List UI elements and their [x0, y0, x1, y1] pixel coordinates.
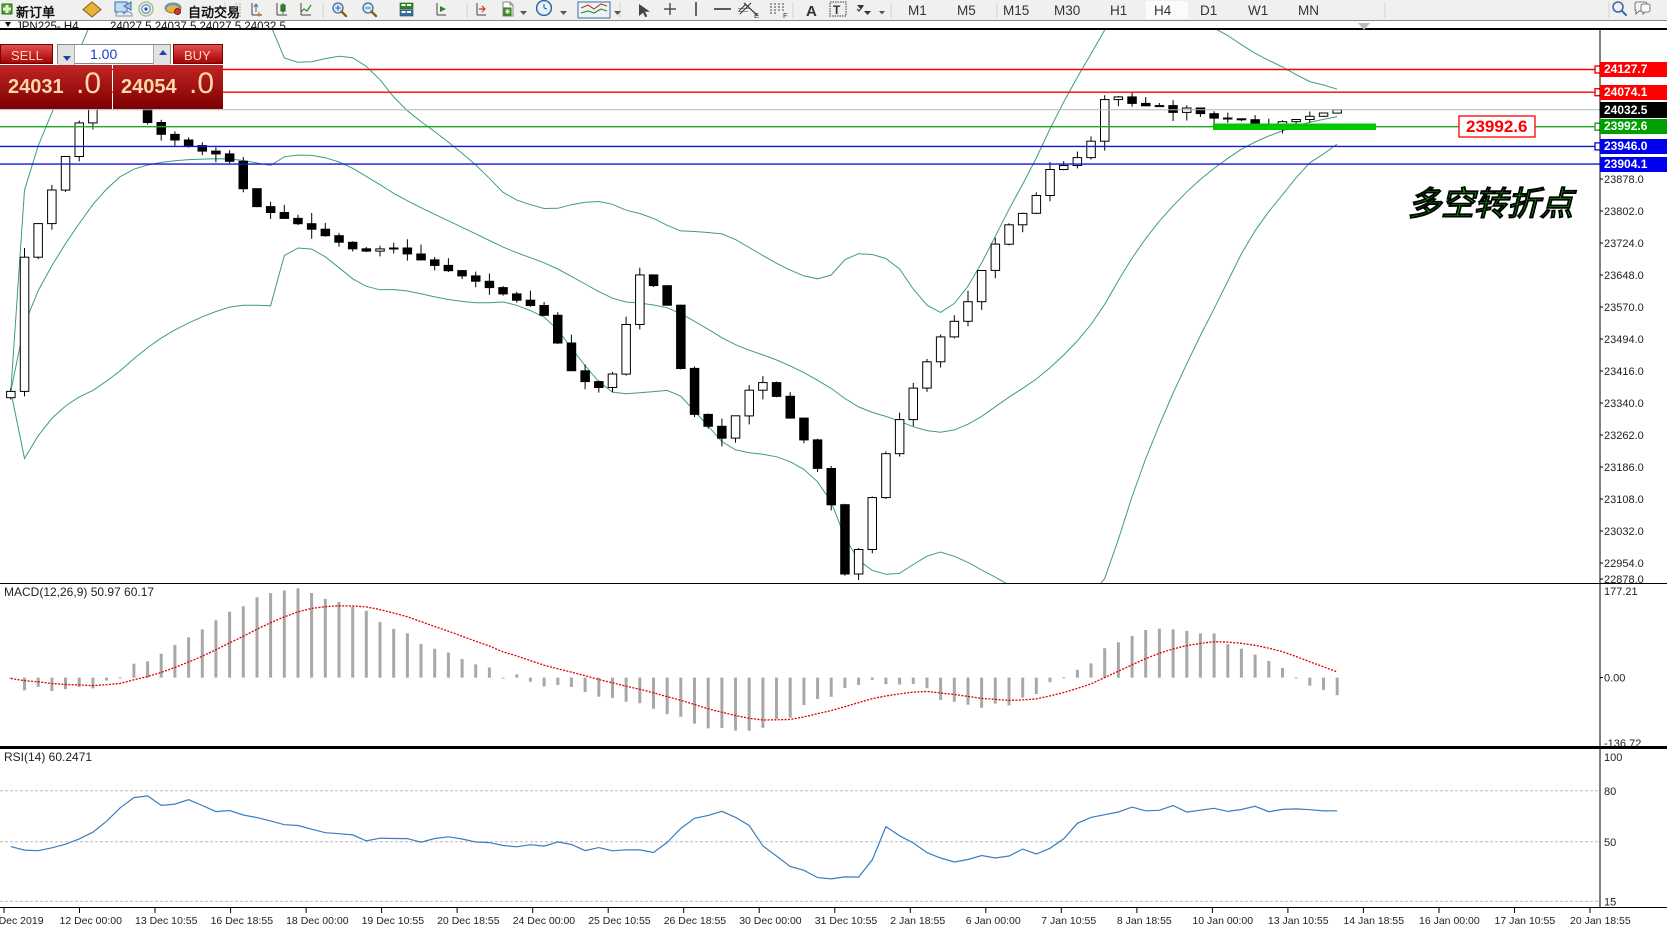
svg-text:12 Dec 00:00: 12 Dec 00:00 — [60, 915, 123, 927]
svg-text:13 Dec 10:55: 13 Dec 10:55 — [135, 915, 198, 927]
svg-text:E: E — [754, 11, 759, 20]
svg-text:M15: M15 — [1003, 3, 1029, 18]
svg-text:23992.6: 23992.6 — [1604, 119, 1648, 133]
svg-text:13 Jan 10:55: 13 Jan 10:55 — [1268, 915, 1329, 927]
svg-text:100: 100 — [1604, 752, 1622, 764]
svg-text:23724.0: 23724.0 — [1604, 238, 1644, 250]
svg-text:23340.0: 23340.0 — [1604, 398, 1644, 410]
svg-text:24074.1: 24074.1 — [1604, 85, 1648, 99]
svg-text:H1: H1 — [1110, 3, 1127, 18]
svg-text:24 Dec 00:00: 24 Dec 00:00 — [513, 915, 576, 927]
svg-text:25 Dec 10:55: 25 Dec 10:55 — [588, 915, 651, 927]
svg-text:30 Dec 00:00: 30 Dec 00:00 — [739, 915, 802, 927]
svg-text:24032.5: 24032.5 — [1604, 103, 1648, 117]
svg-text:10 Dec 2019: 10 Dec 2019 — [0, 915, 44, 927]
svg-text:14 Jan 18:55: 14 Jan 18:55 — [1343, 915, 1404, 927]
svg-text:6 Jan 00:00: 6 Jan 00:00 — [966, 915, 1021, 927]
svg-text:23878.0: 23878.0 — [1604, 174, 1644, 186]
svg-text:-136.72: -136.72 — [1604, 738, 1641, 747]
svg-text:18 Dec 00:00: 18 Dec 00:00 — [286, 915, 349, 927]
svg-text:23904.1: 23904.1 — [1604, 157, 1648, 171]
svg-text:8 Jan 18:55: 8 Jan 18:55 — [1117, 915, 1172, 927]
svg-text:22954.0: 22954.0 — [1604, 558, 1644, 570]
svg-text:10 Jan 00:00: 10 Jan 00:00 — [1192, 915, 1253, 927]
svg-text:50: 50 — [1604, 837, 1616, 849]
svg-text:22878.0: 22878.0 — [1604, 574, 1644, 583]
svg-text:RSI(14) 60.2471: RSI(14) 60.2471 — [4, 750, 92, 764]
svg-text:M1: M1 — [908, 3, 927, 18]
svg-text:177.21: 177.21 — [1604, 586, 1638, 598]
svg-text:16 Jan 00:00: 16 Jan 00:00 — [1419, 915, 1480, 927]
svg-text:26 Dec 18:55: 26 Dec 18:55 — [664, 915, 727, 927]
svg-text:W1: W1 — [1248, 3, 1268, 18]
svg-text:23416.0: 23416.0 — [1604, 366, 1644, 378]
svg-text:31 Dec 10:55: 31 Dec 10:55 — [815, 915, 878, 927]
svg-text:23262.0: 23262.0 — [1604, 430, 1644, 442]
svg-text:19 Dec 10:55: 19 Dec 10:55 — [362, 915, 425, 927]
svg-text:F: F — [783, 11, 788, 20]
svg-text:24127.7: 24127.7 — [1604, 62, 1648, 76]
svg-text:23186.0: 23186.0 — [1604, 462, 1644, 474]
svg-text:23946.0: 23946.0 — [1604, 139, 1648, 153]
svg-text:23032.0: 23032.0 — [1604, 526, 1644, 538]
svg-text:0.00: 0.00 — [1604, 673, 1625, 685]
svg-text:23992.6: 23992.6 — [1466, 117, 1527, 136]
svg-text:H4: H4 — [1154, 3, 1172, 18]
svg-text:多空转折点: 多空转折点 — [1408, 185, 1577, 222]
svg-text:A: A — [806, 3, 817, 20]
svg-text:20 Jan 18:55: 20 Jan 18:55 — [1570, 915, 1631, 927]
svg-text:15: 15 — [1604, 897, 1616, 909]
svg-text:MN: MN — [1298, 3, 1319, 18]
svg-text:23648.0: 23648.0 — [1604, 270, 1644, 282]
svg-text:M5: M5 — [957, 3, 976, 18]
svg-text:2 Jan 18:55: 2 Jan 18:55 — [890, 915, 945, 927]
svg-text:D1: D1 — [1200, 3, 1217, 18]
svg-text:M30: M30 — [1054, 3, 1080, 18]
svg-text:16 Dec 18:55: 16 Dec 18:55 — [211, 915, 274, 927]
svg-text:23494.0: 23494.0 — [1604, 334, 1644, 346]
svg-text:7 Jan 10:55: 7 Jan 10:55 — [1041, 915, 1096, 927]
svg-text:23802.0: 23802.0 — [1604, 206, 1644, 218]
svg-text:80: 80 — [1604, 786, 1616, 798]
svg-text:MACD(12,26,9) 50.97 60.17: MACD(12,26,9) 50.97 60.17 — [4, 585, 154, 599]
svg-text:23108.0: 23108.0 — [1604, 494, 1644, 506]
svg-text:20 Dec 18:55: 20 Dec 18:55 — [437, 915, 500, 927]
svg-text:23570.0: 23570.0 — [1604, 302, 1644, 314]
svg-text:T: T — [833, 3, 841, 17]
svg-text:17 Jan 10:55: 17 Jan 10:55 — [1495, 915, 1556, 927]
